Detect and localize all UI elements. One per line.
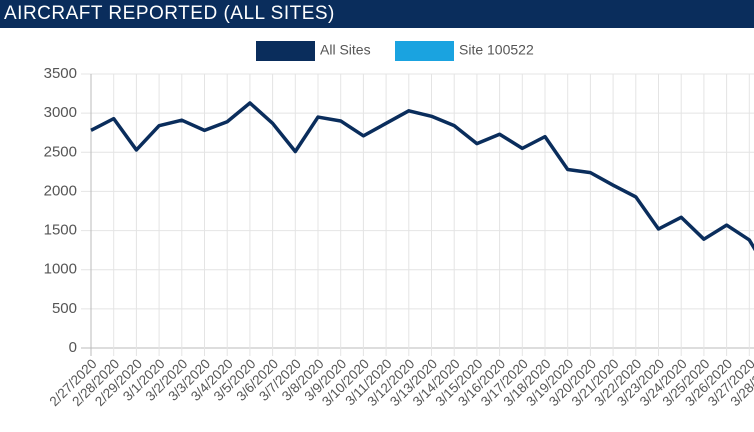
legend-swatch	[256, 41, 315, 61]
y-tick-label: 500	[52, 300, 77, 317]
chart-title: AIRCRAFT REPORTED (ALL SITES)	[4, 3, 335, 24]
y-tick-label: 1500	[44, 222, 77, 239]
series-line	[90, 101, 754, 252]
y-tick-label: 2000	[44, 182, 77, 199]
title-bar: AIRCRAFT REPORTED (ALL SITES)	[0, 0, 754, 28]
legend-label: All Sites	[320, 42, 371, 58]
y-tick-label: 0	[69, 339, 77, 356]
plot	[90, 101, 754, 252]
y-tick-label: 3000	[44, 104, 77, 121]
y-tick-label: 1000	[44, 261, 77, 278]
legend-swatch	[395, 41, 454, 61]
legend-label: Site 100522	[459, 42, 534, 58]
y-tick-label: 3500	[44, 65, 77, 82]
chart: All Sites Site 100522 0 500 1000 1500 2000 2500…	[44, 41, 754, 409]
y-tick-label: 2500	[44, 143, 77, 160]
